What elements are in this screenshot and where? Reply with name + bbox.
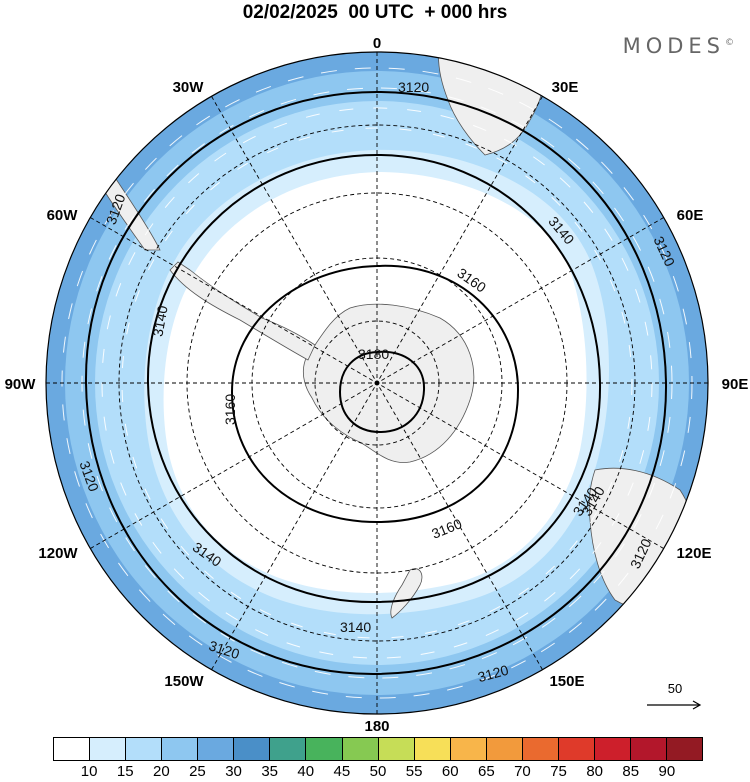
colorbar-tick-label: 15: [116, 763, 134, 780]
colorbar-tick-label: 25: [189, 763, 206, 780]
colorbar-swatch: [450, 738, 487, 760]
colorbar-swatch: [198, 738, 235, 760]
colorbar-tick-label: 35: [261, 763, 278, 780]
reference-vector-label: 50: [667, 681, 683, 696]
colorbar-swatch: [631, 738, 668, 760]
colorbar-tick-label: 45: [333, 763, 351, 780]
colorbar-tick-label: 10: [80, 763, 98, 780]
lon-label-60e: 60E: [677, 207, 704, 224]
colorbar-tick-label: 40: [297, 763, 315, 780]
colorbar-tick-label: 70: [514, 763, 531, 780]
lon-label-180: 180: [364, 718, 389, 735]
colorbar-swatch: [270, 738, 307, 760]
colorbar-tick-label: 50: [369, 763, 387, 780]
lon-label-90w: 90W: [5, 376, 37, 393]
colorbar-labels: 10 15 20 25 30 35 40 45 50 55 60 65 70 75 80 85 90: [53, 761, 703, 781]
wind-ring-1: [121, 127, 633, 639]
lon-label-60w: 60W: [47, 207, 79, 224]
colorbar-tick-label: 90: [658, 763, 676, 780]
colorbar-swatch: [342, 738, 379, 760]
colorbar-swatch: [306, 738, 343, 760]
copyright-mark: ©: [725, 38, 734, 48]
contour-label: 3180: [358, 346, 389, 362]
lon-label-120e: 120E: [676, 545, 711, 562]
colorbar: 10 15 20 25 30 35 40 45 50 55 60 65 70 75 80 85 90: [53, 737, 703, 782]
colorbar-swatch: [486, 738, 523, 760]
contour-label: 3140: [340, 619, 371, 635]
colorbar-swatch: [126, 738, 163, 760]
contour-3160: [230, 264, 520, 524]
colorbar-swatch: [90, 738, 127, 760]
new-zealand: [390, 568, 423, 619]
lon-label-30e: 30E: [552, 79, 579, 96]
height-contours: [84, 90, 668, 676]
colorbar-tick-label: 85: [622, 763, 640, 780]
colorbar-swatch: [234, 738, 271, 760]
contour-label: 3120: [398, 79, 429, 95]
colorbar-swatch: [558, 738, 595, 760]
reference-arrow-icon: [647, 700, 702, 710]
colorbar-tick-label: 65: [477, 763, 495, 780]
contour-3120: [84, 90, 668, 676]
colorbar-swatch: [162, 738, 199, 760]
colorbar-swatch: [667, 738, 703, 760]
contour-3140: [146, 153, 602, 604]
contour-label: 3160: [222, 394, 238, 425]
colorbar-tick-label: 30: [225, 763, 242, 780]
lon-label-30w: 30W: [173, 79, 205, 96]
longitude-labels: 0 30E 60E 90E 120E 150E 180 150W 120W 90…: [5, 35, 749, 735]
polar-map: 3120 3120 3120 3120 3120 3120 3120 3140 …: [5, 35, 749, 735]
south-pole-marker: [374, 380, 380, 386]
colorbar-tick-label: 55: [405, 763, 423, 780]
lon-label-150w: 150W: [164, 673, 204, 690]
contour-3180: [338, 350, 426, 434]
map-border: [45, 51, 709, 715]
lon-label-120w: 120W: [38, 545, 78, 562]
lon-label-90e: 90E: [722, 376, 749, 393]
reference-vector: 50: [643, 681, 707, 711]
colorbar-swatch: [522, 738, 559, 760]
map-title: 02/02/2025 00 UTC + 000 hrs: [242, 2, 508, 23]
colorbar-tick-label: 20: [152, 763, 170, 780]
contour-label: 3140: [149, 304, 170, 338]
colorbar-swatches: [53, 737, 703, 761]
colorbar-swatch: [378, 738, 415, 760]
colorbar-tick-label: 75: [550, 763, 567, 780]
lon-label-150e: 150E: [549, 673, 584, 690]
colorbar-swatch: [54, 738, 91, 760]
colorbar-swatch: [594, 738, 631, 760]
lon-label-0: 0: [373, 35, 381, 52]
colorbar-swatch: [414, 738, 451, 760]
colorbar-tick-label: 80: [586, 763, 603, 780]
colorbar-tick-label: 60: [441, 763, 459, 780]
contour-label: 3120: [476, 662, 510, 686]
brand-text: MODES: [622, 34, 725, 58]
modes-logo: MODES©: [623, 34, 734, 58]
